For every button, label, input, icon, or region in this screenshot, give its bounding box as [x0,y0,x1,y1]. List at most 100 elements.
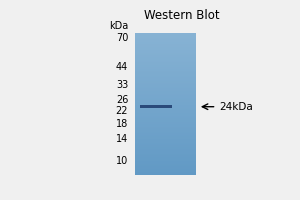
Bar [135,42,196,43]
Bar [135,67,196,68]
Bar [135,81,196,82]
Bar [135,131,196,132]
Bar [135,86,196,87]
Bar [135,113,196,114]
Bar [135,132,196,133]
Bar [135,77,196,78]
Bar [135,82,196,83]
Bar [135,120,196,121]
Bar [135,93,196,94]
Bar [135,110,196,111]
Bar [135,108,196,109]
Bar [135,163,196,164]
Bar [135,167,196,168]
Bar [135,43,196,44]
Bar [135,148,196,149]
Bar [135,75,196,76]
Bar [135,116,196,117]
Bar [135,140,196,141]
Bar [135,80,196,81]
Bar [135,35,196,36]
Bar [135,139,196,140]
Bar [135,121,196,122]
Text: 14: 14 [116,134,128,144]
Bar [135,64,196,65]
Bar [135,62,196,63]
Bar [135,70,196,71]
Bar [135,107,196,108]
Bar [135,72,196,73]
Bar [135,96,196,97]
Bar [135,143,196,144]
Bar [135,141,196,142]
Bar [135,44,196,45]
Text: 18: 18 [116,119,128,129]
Bar [135,127,196,128]
Bar [135,142,196,143]
Bar [135,115,196,116]
Bar [135,57,196,58]
Bar [135,161,196,162]
Bar [135,124,196,125]
Bar [140,105,172,108]
Text: kDa: kDa [109,21,128,31]
Bar [135,137,196,138]
Bar [135,47,196,48]
Text: 70: 70 [116,33,128,43]
Bar [135,104,196,105]
Bar [135,102,196,103]
Bar [135,165,196,166]
Bar [135,36,196,37]
Bar [135,92,196,93]
Bar [135,51,196,52]
Text: 33: 33 [116,80,128,90]
Bar [135,65,196,66]
Bar [135,169,196,170]
Bar [135,48,196,49]
Bar [135,150,196,151]
Bar [135,166,196,167]
Bar [135,123,196,124]
Bar [135,58,196,59]
Bar [135,61,196,62]
Bar [135,90,196,91]
Bar [135,119,196,120]
Bar [135,50,196,51]
Bar [135,40,196,41]
Bar [135,79,196,80]
Bar [135,73,196,74]
Bar [135,55,196,56]
Text: 44: 44 [116,62,128,72]
Bar [135,126,196,127]
Text: 22: 22 [116,106,128,116]
Bar [135,128,196,129]
Bar [135,37,196,38]
Bar [135,118,196,119]
Bar [135,151,196,152]
Bar [135,56,196,57]
Bar [135,49,196,50]
Bar [135,134,196,135]
Bar [135,114,196,115]
Bar [135,54,196,55]
Bar [135,71,196,72]
Text: 24kDa: 24kDa [219,102,253,112]
Bar [135,63,196,64]
Bar [135,99,196,100]
Bar [135,164,196,165]
Bar [135,68,196,69]
Bar [135,162,196,163]
Bar [135,138,196,139]
Bar [135,52,196,53]
Bar [135,136,196,137]
Bar [135,66,196,67]
Bar [135,34,196,35]
Bar [135,156,196,157]
Bar [135,98,196,99]
Bar [135,135,196,136]
Bar [135,129,196,130]
Bar [135,168,196,169]
Bar [135,33,196,34]
Bar [135,122,196,123]
Bar [135,59,196,60]
